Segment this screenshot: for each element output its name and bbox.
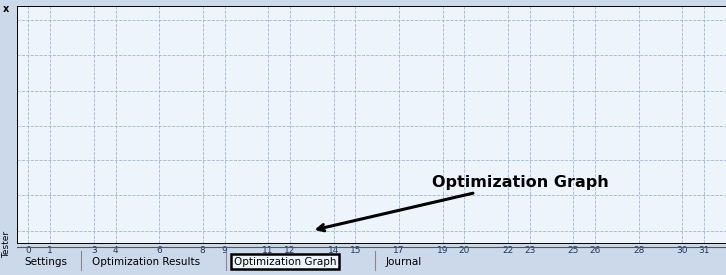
Text: Optimization Graph: Optimization Graph [234,257,336,267]
Text: Optimization Results: Optimization Results [91,257,200,267]
Text: Journal: Journal [386,257,422,267]
Text: Optimization Graph: Optimization Graph [318,175,608,231]
Text: Settings: Settings [25,257,68,267]
Text: Tester: Tester [2,231,12,258]
Text: x: x [3,4,9,14]
